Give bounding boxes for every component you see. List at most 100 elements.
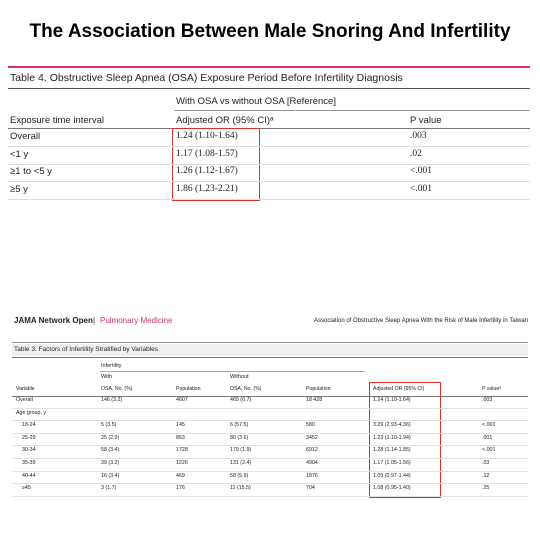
cell: 1.08 (0.95-1.40) <box>373 485 411 492</box>
rule <box>8 66 530 68</box>
cell: 3 (1.7) <box>101 485 117 492</box>
cell: .003 <box>482 397 493 403</box>
column-header: Population <box>306 386 331 392</box>
cell: .003 <box>410 131 427 141</box>
cell: 580 <box>306 422 315 429</box>
column-header: Adjusted OR (95% CI) <box>373 386 425 392</box>
section: Pulmonary Medicine <box>100 316 173 325</box>
row-rule <box>12 420 528 422</box>
cell: 40-44 <box>22 472 36 479</box>
cell: ≥5 y <box>10 184 28 196</box>
rule <box>12 357 528 358</box>
cell: 30-34 <box>22 447 36 454</box>
row-rule <box>12 483 528 485</box>
subgroup: Without <box>230 374 249 380</box>
cell: 25 (2.9) <box>101 434 120 441</box>
cell: 3452 <box>306 434 318 441</box>
cell: 1226 <box>176 460 188 466</box>
row-rule <box>12 470 528 472</box>
cell: 1.28 (1.14-1.85) <box>373 447 411 454</box>
cell: 6912 <box>306 447 318 454</box>
rule <box>12 342 528 343</box>
rule <box>8 128 530 129</box>
cell: 16 (3.4) <box>101 472 120 479</box>
row-rule <box>12 432 528 434</box>
cell: 4607 <box>176 397 188 403</box>
highlight-box <box>369 382 441 498</box>
cell: 6 (57.5) <box>230 422 249 429</box>
cell: <1 y <box>10 148 29 160</box>
cell: <.001 <box>410 184 432 195</box>
cell: Overall <box>16 397 33 403</box>
column-header: P valueᵃ <box>482 386 502 392</box>
rule <box>12 396 528 397</box>
article-title: Association of Obstructive Sleep Apnea W… <box>314 318 528 324</box>
cell: 179 (1.9) <box>230 447 252 454</box>
column-header: Adjusted OR (95% CI)ᵃ <box>176 115 274 126</box>
cell: 1.24 (1.10-1.64) <box>176 131 238 141</box>
table-caption: Table 4. Obstructive Sleep Apnea (OSA) E… <box>10 72 403 84</box>
cell: .001 <box>482 434 493 441</box>
cell: 176 <box>176 485 185 492</box>
cell: 11 (15.5) <box>230 485 251 492</box>
group-header: Infertility <box>101 363 122 369</box>
row-rule <box>12 457 528 459</box>
cell: 4904 <box>306 460 318 466</box>
cell: 25-29 <box>22 434 36 441</box>
cell: 1.86 (1.23-2.21) <box>176 184 238 195</box>
section-label: Age group, y <box>16 409 47 416</box>
cell: 1.24 (1.10-1.64) <box>373 397 411 403</box>
cell: ≥45 <box>22 485 31 492</box>
cell: 1.09 (0.97-1.44) <box>373 472 411 479</box>
column-header: OSA, No. (%) <box>101 386 133 392</box>
cell: .12 <box>482 472 490 479</box>
cell: 58 (5.9) <box>230 472 249 479</box>
cell: <.001 <box>482 422 496 429</box>
cell: 1.17 (1.08-1.57) <box>176 148 238 159</box>
subgroup: With <box>101 374 112 380</box>
cell: 1876 <box>306 472 318 479</box>
cell: 1728 <box>176 447 188 454</box>
cell: 5 (3.5) <box>101 422 117 429</box>
rule <box>8 88 530 89</box>
journal: JAMA Network Open <box>14 316 93 325</box>
cell: 465 (0.7) <box>230 397 252 403</box>
cell: 863 <box>176 434 185 441</box>
cell: .02 <box>410 148 422 159</box>
cell: .03 <box>482 460 490 466</box>
cell: 80 (3.6) <box>230 434 249 441</box>
cell: 35-39 <box>22 460 36 466</box>
cell: 1.26 (1.12-1.67) <box>176 166 238 177</box>
cell: 146 (3.2) <box>101 397 123 403</box>
column-header: OSA, No. (%) <box>230 386 262 392</box>
row-rule <box>8 163 530 165</box>
row-rule <box>12 407 528 409</box>
cell: 131 (2.4) <box>230 460 252 466</box>
page-title: The Association Between Male Snoring And… <box>29 21 511 42</box>
row-rule <box>8 146 530 147</box>
table-caption: Table 3. Factors of Infertility Stratifi… <box>14 346 159 353</box>
row-rule <box>8 181 530 183</box>
cell: 58 (3.4) <box>101 447 120 454</box>
cell: 1.23 (1.10-1.94) <box>373 434 411 441</box>
row-rule <box>12 495 528 497</box>
cell: .25 <box>482 485 490 492</box>
rule <box>100 371 365 372</box>
cell: 469 <box>176 472 185 479</box>
separator: | <box>93 316 96 325</box>
column-header: P value <box>410 115 442 126</box>
row-rule <box>12 445 528 447</box>
column-header: Population <box>176 386 201 392</box>
cell: 18-24 <box>22 422 36 429</box>
cell: <.001 <box>482 447 496 454</box>
cell: Overall <box>10 131 41 142</box>
cell: 145 <box>176 422 185 429</box>
rule <box>174 110 530 111</box>
cell: ≥1 to <5 y <box>10 166 52 178</box>
cell: 704 <box>306 485 315 492</box>
cell: 18 428 <box>306 397 323 403</box>
column-header: Variable <box>16 386 35 392</box>
column-header: Exposure time interval <box>10 115 104 126</box>
row-rule <box>8 199 530 201</box>
